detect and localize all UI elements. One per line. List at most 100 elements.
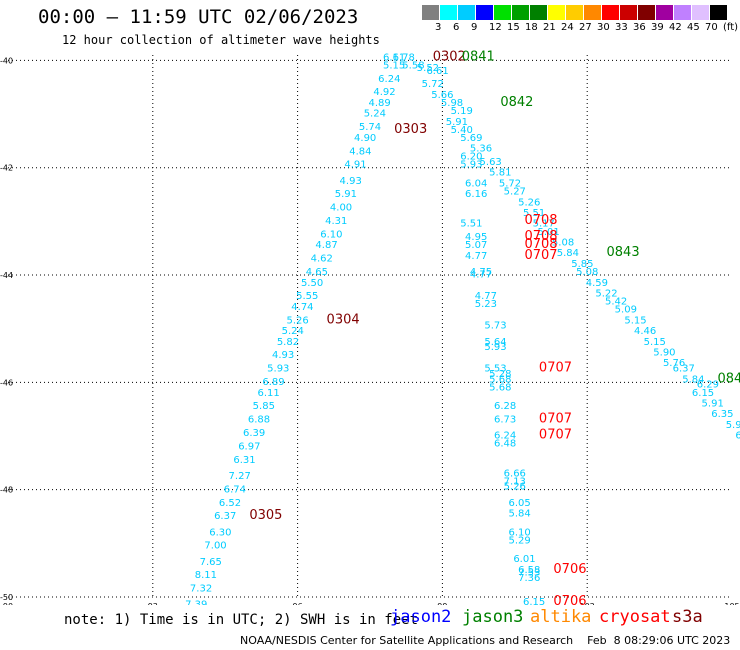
wave-height-point: 5.85 bbox=[253, 401, 275, 412]
page-subtitle: 12 hour collection of altimeter wave hei… bbox=[62, 33, 380, 47]
pass-time-label: 0707 bbox=[539, 428, 572, 443]
wave-height-point: 4.93 bbox=[340, 176, 362, 187]
wave-height-point: 6.39 bbox=[243, 428, 265, 439]
pass-time-label: 0305 bbox=[249, 508, 282, 523]
wave-height-point: 5.24 bbox=[282, 326, 304, 337]
wave-height-point: 5.08 bbox=[576, 267, 598, 278]
wave-height-point: 5.09 bbox=[615, 305, 637, 316]
wave-height-point: 5.72 bbox=[499, 178, 521, 189]
legend-label: 12 bbox=[489, 22, 502, 33]
wave-height-point: 4.93 bbox=[272, 350, 294, 361]
satellite-name-cryosat: cryosat bbox=[599, 607, 671, 627]
wave-height-point: 5.53 bbox=[484, 364, 506, 375]
x-tick-label: 105 bbox=[724, 602, 739, 605]
wave-height-point: 4.74 bbox=[291, 302, 313, 313]
wave-height-point: 6.01 bbox=[513, 554, 535, 565]
wave-height-point: 6.29 bbox=[697, 380, 719, 391]
wave-height-point: 4.95 bbox=[465, 232, 487, 243]
legend-swatch bbox=[638, 5, 655, 20]
legend-label: 15 bbox=[507, 22, 520, 33]
legend-swatch bbox=[440, 5, 457, 20]
pass-time-label: 0708 bbox=[524, 213, 557, 228]
legend-swatch bbox=[620, 5, 637, 20]
footnote: note: 1) Time is in UTC; 2) SWH is in fe… bbox=[64, 612, 419, 628]
wave-height-point: 4.89 bbox=[369, 98, 391, 109]
wave-height-point: 5.15 bbox=[383, 60, 405, 71]
wave-height-point: 7.53 bbox=[518, 568, 540, 579]
x-tick-label: 99 bbox=[437, 602, 447, 605]
pass-time-label: 0708 bbox=[524, 229, 557, 244]
wave-height-point: 4.00 bbox=[330, 203, 352, 214]
wave-height-point: 5.68 bbox=[489, 374, 511, 385]
wave-height-point: 6.58 bbox=[518, 565, 540, 576]
pass-time-label: 0707 bbox=[539, 361, 572, 376]
wave-height-point: 6.10 bbox=[320, 229, 342, 240]
wave-height-point: 4.84 bbox=[349, 146, 371, 157]
wave-height-point: 7.32 bbox=[190, 584, 212, 595]
wave-height-point: 6.15 bbox=[692, 388, 714, 399]
pass-time-label: 0841 bbox=[462, 49, 495, 64]
satellite-name-jason3: jason3 bbox=[462, 607, 524, 627]
legend-swatch bbox=[674, 5, 691, 20]
wave-height-point: 5.69 bbox=[460, 133, 482, 144]
pass-time-label: 0707 bbox=[524, 248, 557, 263]
legend-swatch bbox=[548, 5, 565, 20]
wave-height-point: 5.91 bbox=[702, 398, 724, 409]
wave-height-point: 5.93 bbox=[267, 364, 289, 375]
legend-label: 36 bbox=[633, 22, 646, 33]
legend-swatch bbox=[692, 5, 709, 20]
legend-label: 30 bbox=[597, 22, 610, 33]
legend-swatch bbox=[584, 5, 601, 20]
y-tick-label: -50 bbox=[0, 593, 13, 602]
legend-label: 6 bbox=[453, 22, 460, 33]
satellite-name-s3a: s3a bbox=[672, 607, 703, 627]
wave-height-point: 8.11 bbox=[195, 570, 217, 581]
wave-height-point: 6.73 bbox=[494, 415, 516, 426]
wave-height-point: 5.50 bbox=[301, 278, 323, 289]
wave-height-point: 4.90 bbox=[354, 133, 376, 144]
legend-swatch bbox=[422, 5, 439, 20]
wave-height-point: 6.88 bbox=[248, 415, 270, 426]
wave-height-point: 7.39 bbox=[185, 600, 207, 605]
wave-height-point: 6.30 bbox=[209, 527, 231, 538]
wave-height-point: 5.01 bbox=[537, 227, 559, 238]
wave-height-point: 5.64 bbox=[484, 337, 506, 348]
wave-height-point: 5.93 bbox=[484, 342, 506, 353]
legend-label: 18 bbox=[525, 22, 538, 33]
wave-height-chart: 90939699102105-40-42-44-46-48-506.116.78… bbox=[0, 49, 740, 605]
wave-height-point: 7.27 bbox=[229, 471, 251, 482]
wave-height-point: 7.00 bbox=[204, 541, 226, 552]
legend-swatch bbox=[602, 5, 619, 20]
wave-height-point: 6.48 bbox=[494, 439, 516, 450]
x-tick-label: 93 bbox=[148, 602, 158, 605]
wave-height-point: 6.37 bbox=[673, 364, 695, 375]
wave-height-point: 6.24 bbox=[378, 74, 400, 85]
legend-label: 42 bbox=[669, 22, 682, 33]
legend-swatch bbox=[566, 5, 583, 20]
credit-line: NOAA/NESDIS Center for Satellite Applica… bbox=[240, 634, 731, 647]
wave-height-point: 5.84 bbox=[682, 374, 704, 385]
legend-label: 3 bbox=[435, 22, 442, 33]
legend-swatch bbox=[494, 5, 511, 20]
legend-swatch bbox=[530, 5, 547, 20]
wave-height-point: 5.84 bbox=[508, 509, 530, 520]
legend-swatch bbox=[476, 5, 493, 20]
legend-label: 39 bbox=[651, 22, 664, 33]
wave-height-point: 5.15 bbox=[644, 337, 666, 348]
legend-label: 27 bbox=[579, 22, 592, 33]
legend-swatch bbox=[656, 5, 673, 20]
pass-time-label: 0304 bbox=[327, 312, 360, 327]
wave-height-point: 6.04 bbox=[465, 178, 487, 189]
x-tick-label: 96 bbox=[293, 602, 303, 605]
wave-height-point: 6.15 bbox=[523, 597, 545, 605]
wave-height-point: 5.91 bbox=[446, 117, 468, 128]
wave-height-point: 5.85 bbox=[571, 259, 593, 270]
wave-height-point: 4.77 bbox=[475, 291, 497, 302]
wave-height-point: 6.89 bbox=[262, 377, 284, 388]
wave-height-point: 6.37 bbox=[214, 511, 236, 522]
wave-height-point: 5.58 bbox=[402, 60, 424, 71]
pass-time-label: 0302 bbox=[433, 49, 466, 64]
wave-height-point: 5.24 bbox=[364, 109, 386, 120]
wave-height-point: 6.58 bbox=[735, 431, 740, 442]
y-tick-label: -40 bbox=[0, 56, 13, 65]
